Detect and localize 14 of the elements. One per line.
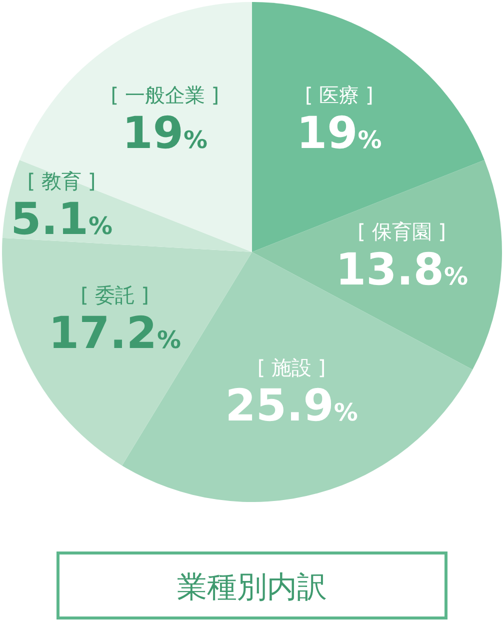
slice-label: [ 施設 ] xyxy=(257,356,326,380)
slice-label: [ 教育 ] xyxy=(27,169,96,194)
pie-slice xyxy=(252,2,484,252)
data-label: 25.9% xyxy=(225,380,358,432)
data-label: 17.2% xyxy=(48,308,182,360)
slice-label: [ 保育園 ] xyxy=(358,219,446,244)
data-label: 19% xyxy=(122,108,208,159)
data-label: 5.1% xyxy=(10,194,113,246)
data-label: 19% xyxy=(296,108,382,159)
slice-label: [ 委託 ] xyxy=(80,283,149,308)
text: 業種別内訳 xyxy=(177,570,327,605)
slice-label: [ 一般企業 ] xyxy=(110,82,220,107)
data-label: 13.8% xyxy=(335,244,468,296)
slice-label: [ 医療 ] xyxy=(304,82,374,107)
